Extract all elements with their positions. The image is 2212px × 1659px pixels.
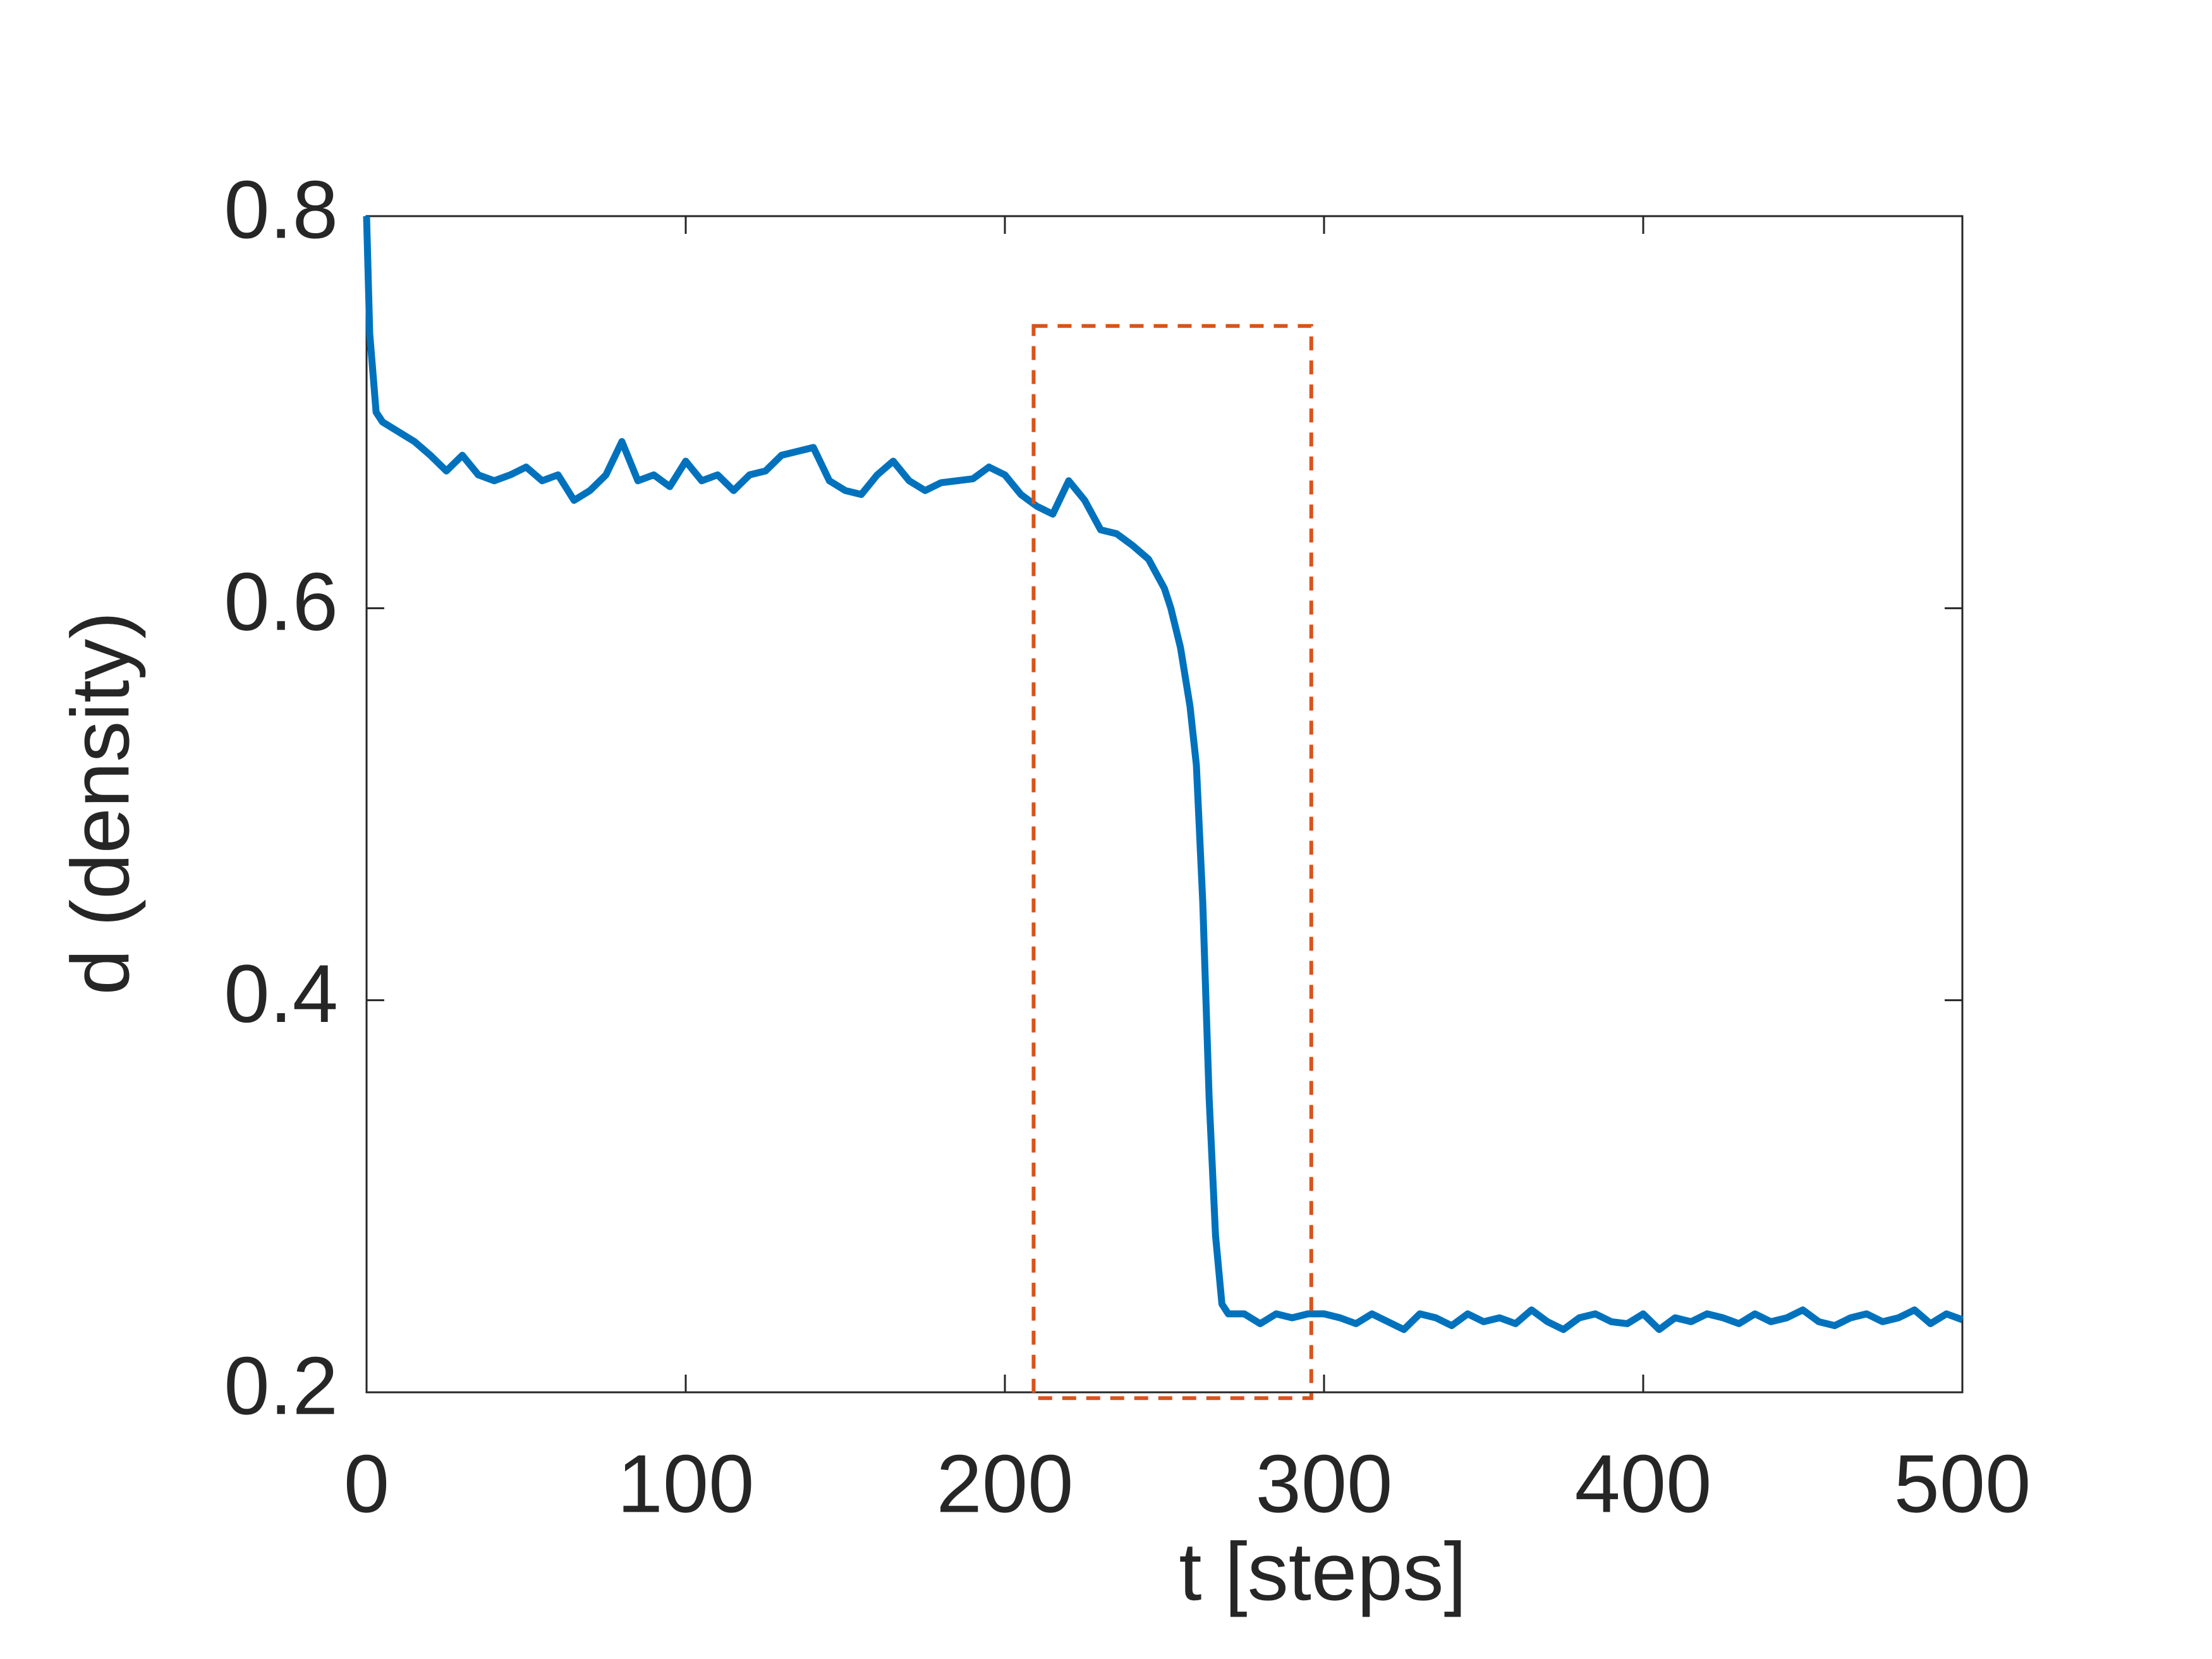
x-tick-label: 100 [617,1437,755,1529]
y-tick-label: 0.6 [224,556,338,648]
y-tick-label: 0.4 [224,947,338,1040]
x-tick-label: 200 [937,1437,1074,1529]
x-tick-label: 500 [1894,1437,2031,1529]
y-axis-label: d (density) [54,612,146,995]
y-tick-label: 0.8 [224,163,338,255]
x-tick-label: 300 [1256,1437,1393,1529]
plot-frame [365,215,1964,1394]
highlight-box [1031,324,1313,1401]
x-tick-label: 0 [344,1437,389,1529]
x-tick-label: 400 [1575,1437,1712,1529]
data-line [363,216,1964,1334]
x-axis-label: t [steps] [1179,1525,1466,1617]
y-tick-label: 0.2 [224,1339,338,1431]
